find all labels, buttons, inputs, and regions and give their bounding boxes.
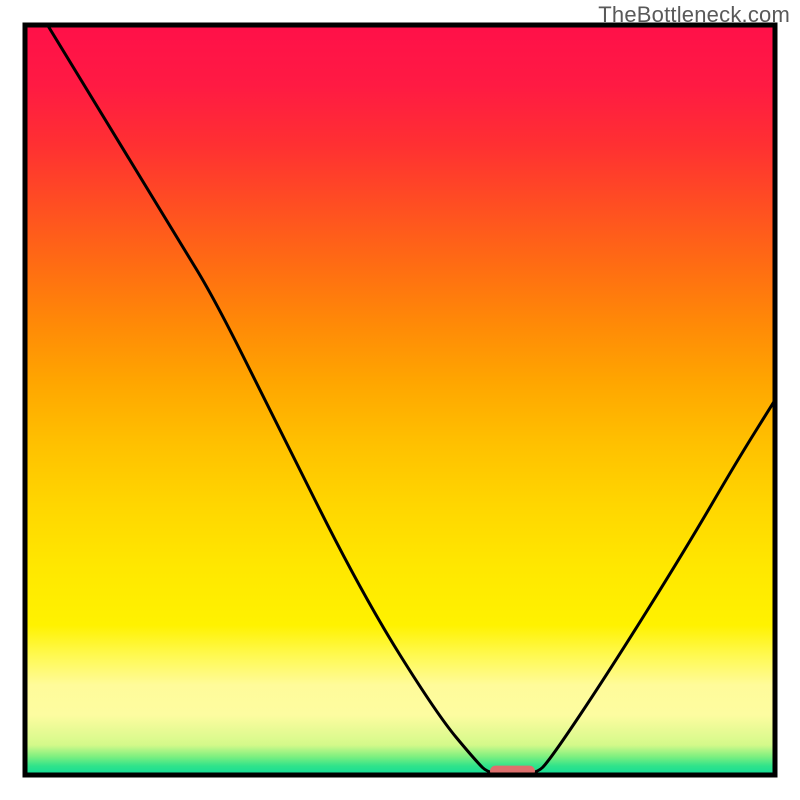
gradient-background [25,25,775,775]
chart-container: TheBottleneck.com [0,0,800,800]
watermark: TheBottleneck.com [598,2,790,28]
bottleneck-chart [0,0,800,800]
